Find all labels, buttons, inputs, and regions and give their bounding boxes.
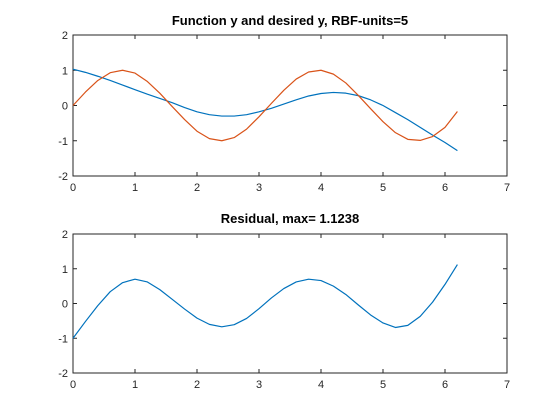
top-ytick-label: 0 — [62, 101, 68, 113]
bottom-xtick-label: 1 — [132, 379, 138, 391]
top-xtick-label: 6 — [442, 182, 448, 194]
bottom-plot-axes — [72, 233, 508, 374]
top-ytick-label: -1 — [58, 136, 68, 148]
bottom-xtick-label: 2 — [194, 379, 200, 391]
bottom-plot-title: Residual, max= 1.1238 — [221, 211, 359, 226]
top-series-line-2 — [72, 69, 458, 142]
bottom-plot-ticks: 0 1 2 3 4 5 6 7 2 1 0 -1 -2 — [58, 229, 510, 391]
top-xtick-label: 3 — [256, 182, 262, 194]
top-plot: Function y and desired y, RBF-units=5 0 1… — [58, 13, 510, 194]
top-plot-axes — [72, 34, 508, 177]
bottom-ytick-label: -1 — [58, 333, 68, 345]
bottom-xtick-label: 6 — [442, 379, 448, 391]
top-xtick-label: 0 — [70, 182, 76, 194]
bottom-ytick-label: 2 — [62, 229, 68, 241]
bottom-xtick-label: 3 — [256, 379, 262, 391]
bottom-plot: Residual, max= 1.1238 0 1 2 3 4 5 6 7 2 1 0 -1 -2 — [58, 211, 510, 391]
top-plot-title: Function y and desired y, RBF-units=5 — [172, 13, 408, 28]
top-xtick-label: 7 — [504, 182, 510, 194]
top-ytick-label: 2 — [62, 30, 68, 42]
bottom-ytick-label: 1 — [62, 264, 68, 276]
bottom-ytick-label: 0 — [62, 299, 68, 311]
bottom-xtick-label: 0 — [70, 379, 76, 391]
top-plot-series — [72, 68, 458, 152]
bottom-xtick-label: 5 — [380, 379, 386, 391]
bottom-plot-series — [72, 264, 458, 339]
bottom-series-line-1 — [72, 264, 458, 339]
top-ytick-label: 1 — [62, 65, 68, 77]
bottom-ytick-label: -2 — [58, 368, 68, 380]
top-xtick-label: 4 — [318, 182, 324, 194]
top-xtick-label: 1 — [132, 182, 138, 194]
top-ytick-label: -2 — [58, 171, 68, 183]
bottom-xtick-label: 7 — [504, 379, 510, 391]
top-plot-ticks: 0 1 2 3 4 5 6 7 2 1 0 -1 -2 — [58, 30, 510, 194]
top-xtick-label: 2 — [194, 182, 200, 194]
top-xtick-label: 5 — [380, 182, 386, 194]
bottom-xtick-label: 4 — [318, 379, 324, 391]
